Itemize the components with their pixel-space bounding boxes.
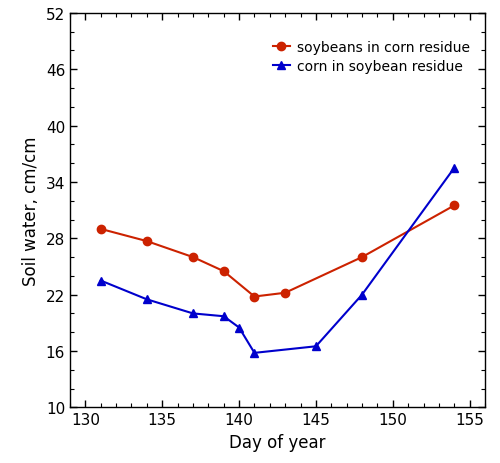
corn in soybean residue xyxy=(190,311,196,317)
corn in soybean residue xyxy=(220,314,226,319)
Legend: soybeans in corn residue, corn in soybean residue: soybeans in corn residue, corn in soybea… xyxy=(273,40,470,74)
Line: corn in soybean residue: corn in soybean residue xyxy=(96,164,458,357)
soybeans in corn residue xyxy=(220,269,226,275)
soybeans in corn residue xyxy=(452,203,458,209)
soybeans in corn residue xyxy=(359,255,365,260)
soybeans in corn residue xyxy=(190,255,196,260)
soybeans in corn residue xyxy=(144,239,150,244)
X-axis label: Day of year: Day of year xyxy=(229,433,326,451)
soybeans in corn residue xyxy=(98,226,103,232)
corn in soybean residue xyxy=(252,350,258,356)
soybeans in corn residue xyxy=(282,290,288,296)
soybeans in corn residue xyxy=(252,294,258,300)
corn in soybean residue xyxy=(144,297,150,302)
corn in soybean residue xyxy=(98,278,103,284)
corn in soybean residue xyxy=(313,344,319,349)
Line: soybeans in corn residue: soybeans in corn residue xyxy=(96,202,458,301)
corn in soybean residue xyxy=(452,166,458,171)
corn in soybean residue xyxy=(359,292,365,298)
Y-axis label: Soil water, cm/cm: Soil water, cm/cm xyxy=(22,136,40,285)
corn in soybean residue xyxy=(236,325,242,331)
